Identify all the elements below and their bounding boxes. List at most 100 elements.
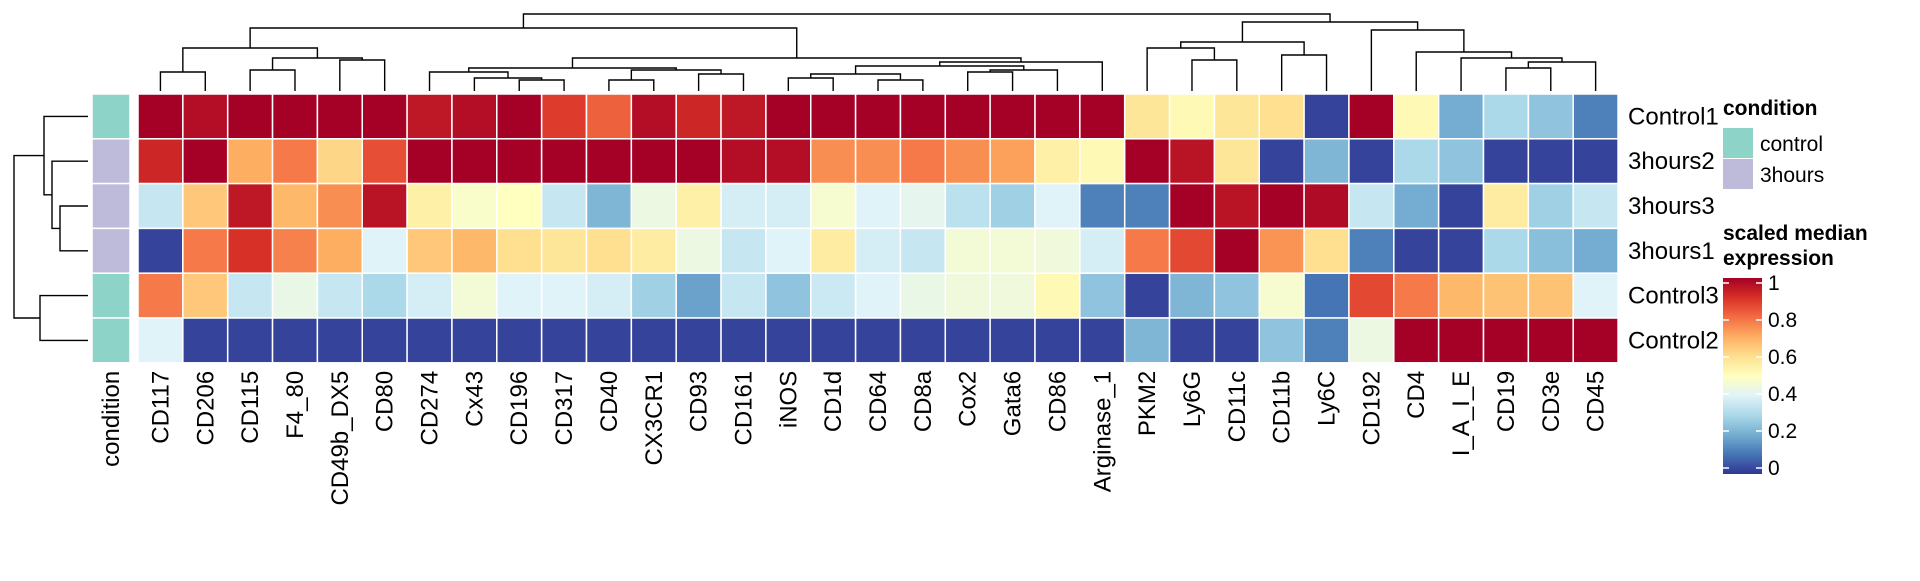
column-label: CD11c bbox=[1224, 371, 1251, 443]
legend-swatch bbox=[1723, 128, 1753, 158]
column-label: CD192 bbox=[1358, 371, 1385, 446]
heatmap-cell bbox=[1482, 317, 1530, 364]
heatmap-cell bbox=[1034, 182, 1081, 230]
heatmap-cell bbox=[899, 227, 947, 274]
heatmap-cell bbox=[137, 138, 184, 185]
column-label: CD206 bbox=[192, 371, 219, 446]
heatmap-cell bbox=[944, 317, 991, 364]
heatmap-cell bbox=[182, 227, 229, 274]
column-label: CD3e bbox=[1538, 371, 1565, 432]
heatmap-cell bbox=[1213, 272, 1261, 319]
heatmap-cell bbox=[944, 272, 991, 319]
heatmap-cell bbox=[1258, 182, 1305, 230]
heatmap-cell bbox=[1527, 182, 1574, 230]
condition-annotation-cell bbox=[91, 182, 131, 230]
dendrogram-branch bbox=[51, 160, 88, 230]
heatmap-cell bbox=[540, 317, 588, 364]
dendrogram-branch bbox=[1370, 29, 1465, 91]
column-label: CD115 bbox=[237, 371, 264, 444]
heatmap-cell bbox=[361, 227, 408, 274]
heatmap-cell bbox=[271, 272, 319, 319]
heatmap-cell bbox=[137, 182, 184, 230]
heatmap-cell bbox=[1348, 317, 1395, 364]
heatmap-cell bbox=[1303, 317, 1350, 364]
heatmap-cell bbox=[406, 227, 453, 274]
heatmap-cell bbox=[1123, 317, 1171, 364]
heatmap-cell bbox=[1213, 93, 1261, 140]
heatmap-cell bbox=[496, 93, 543, 140]
heatmap-cell bbox=[1348, 138, 1395, 185]
heatmap-cell bbox=[630, 182, 677, 230]
dendrogram-branch bbox=[1527, 61, 1597, 91]
scale-tick-label: 1 bbox=[1768, 272, 1780, 295]
heatmap-cell bbox=[316, 272, 363, 319]
heatmap-cell bbox=[630, 93, 677, 140]
column-label: PKM2 bbox=[1134, 371, 1161, 436]
heatmap-cell bbox=[137, 227, 184, 274]
heatmap-cell bbox=[540, 227, 588, 274]
heatmap-cell bbox=[989, 317, 1036, 364]
heatmap-cell bbox=[1527, 227, 1574, 274]
heatmap-cell bbox=[1393, 138, 1440, 185]
heatmap-cells bbox=[137, 93, 1619, 364]
heatmap-cell bbox=[316, 138, 363, 185]
column-dendrogram bbox=[159, 13, 1597, 91]
heatmap-cell bbox=[451, 227, 498, 274]
dendrogram-branch bbox=[522, 13, 1331, 28]
heatmap-cell bbox=[496, 182, 543, 230]
dendrogram-branch bbox=[59, 205, 88, 252]
heatmap-cell bbox=[1348, 227, 1395, 274]
dendrogram-branch bbox=[989, 69, 1059, 91]
heatmap-cell bbox=[1168, 317, 1216, 364]
condition-annotation-cell bbox=[91, 272, 131, 319]
heatmap-cell bbox=[406, 182, 453, 230]
dendrogram-branch bbox=[1241, 21, 1419, 42]
heatmap-cell bbox=[675, 272, 722, 319]
heatmap-cell bbox=[765, 317, 812, 364]
heatmap-cell bbox=[944, 93, 991, 140]
heatmap-cell bbox=[226, 227, 274, 274]
column-label: Gata6 bbox=[1000, 371, 1027, 436]
heatmap-cell bbox=[630, 227, 677, 274]
heatmap-cell bbox=[854, 317, 902, 364]
legend-item-label: control bbox=[1760, 133, 1823, 156]
heatmap-cell bbox=[720, 227, 767, 274]
heatmap-cell bbox=[1258, 227, 1305, 274]
heatmap-cell bbox=[1482, 272, 1530, 319]
condition-annotation-cell bbox=[91, 317, 131, 364]
column-label: CD1d bbox=[820, 371, 847, 432]
dendrogram-branch bbox=[39, 294, 88, 342]
scale-tick-label: 0 bbox=[1768, 457, 1780, 480]
column-label: CD45 bbox=[1583, 371, 1610, 432]
column-label: CD161 bbox=[730, 371, 757, 446]
heatmap-cell bbox=[944, 227, 991, 274]
heatmap-cell bbox=[989, 272, 1036, 319]
heatmap-cell bbox=[182, 182, 229, 230]
heatmap-cell bbox=[1168, 227, 1216, 274]
heatmap-cell bbox=[451, 182, 498, 230]
column-label: Ly6C bbox=[1314, 371, 1341, 426]
heatmap-cell bbox=[585, 138, 633, 185]
heatmap-cell bbox=[451, 272, 498, 319]
heatmap-cell bbox=[271, 317, 319, 364]
dendrogram-branch bbox=[428, 71, 509, 91]
heatmap-cell bbox=[1168, 93, 1216, 140]
heatmap-cell bbox=[675, 93, 722, 140]
heatmap-cell bbox=[361, 272, 408, 319]
heatmap-cell bbox=[810, 272, 857, 319]
heatmap-cell bbox=[182, 317, 229, 364]
heatmap-cell bbox=[1079, 182, 1126, 230]
heatmap-cell bbox=[1527, 93, 1574, 140]
heatmap-cell bbox=[1393, 317, 1440, 364]
heatmap-cell bbox=[271, 138, 319, 185]
heatmap-cell bbox=[1393, 93, 1440, 140]
heatmap-cell bbox=[854, 272, 902, 319]
dendrogram-branch bbox=[1146, 47, 1216, 91]
row-label: 3hours2 bbox=[1628, 148, 1715, 175]
heatmap-cell bbox=[316, 317, 363, 364]
heatmap-cell bbox=[137, 93, 184, 140]
heatmap-cell bbox=[944, 182, 991, 230]
heatmap-cell bbox=[585, 227, 633, 274]
heatmap-cell bbox=[810, 93, 857, 140]
